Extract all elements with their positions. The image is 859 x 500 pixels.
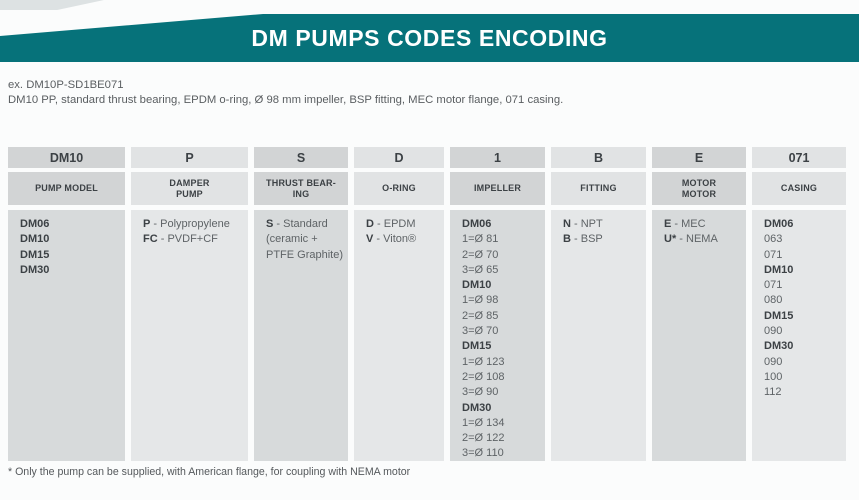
example-description: DM10 PP, standard thrust bearing, EPDM o… [8,94,564,106]
body-line: D - EPDM [366,218,416,230]
body-line: U* - NEMA [664,233,718,246]
body-cell: DM06 063 071 DM10 071 080 DM15 090 DM30 090 100 112 [752,210,846,461]
code-cell: S [254,147,348,168]
body-line: 2=Ø 122 [462,432,505,445]
body-cell: N - NPT B - BSP [551,210,646,461]
body-line: S - Standard [266,218,328,230]
body-line: DM15 [764,309,794,322]
category-row: PUMP MODEL DAMPER PUMP THRUST BEAR- ING O-R… [0,172,846,205]
body-cell: DM06 DM10 DM15 DM30 [8,210,125,461]
body-line: P - Polypropylene [143,218,230,230]
body-cell: DM06 1=Ø 81 2=Ø 70 3=Ø 65 DM10 1=Ø 98 2=Ø 85 3=… [450,210,545,461]
body-line: 1=Ø 134 [462,416,505,429]
category-cell: PUMP MODEL [8,172,125,205]
category-cell: CASING [752,172,846,205]
body-line: 3=Ø 110 [462,447,504,460]
body-line: 080 [764,294,783,307]
category-cell: DAMPER PUMP [131,172,248,205]
body-line: 1=Ø 81 [462,233,499,246]
body-row: DM06 DM10 DM15 DM30 P - Polypropylene FC - PV… [0,210,846,461]
example-code-line: ex. DM10P-SD1BE071 [8,79,124,91]
code-cell: D [354,147,444,168]
category-cell: MOTOR MOTOR [652,172,746,205]
body-line: FC - PVDF+CF [143,233,218,246]
body-line: DM15 [20,248,50,261]
body-line: DM30 [20,263,50,276]
body-line: V - Viton® [366,233,417,246]
body-line: DM10 [20,233,50,246]
category-cell: O-RING [354,172,444,205]
category-cell: FITTING [551,172,646,205]
body-line: 3=Ø 70 [462,325,499,338]
body-line: DM10 [764,263,794,276]
body-line: 3=Ø 90 [462,386,499,399]
body-line: DM10 [462,279,492,292]
body-cell: P - Polypropylene FC - PVDF+CF [131,210,248,461]
body-line: N - NPT [563,218,603,230]
body-line: 071 [764,279,783,292]
code-cell: P [131,147,248,168]
body-line: B - BSP [563,233,603,246]
body-line: 071 [764,248,783,261]
body-line: 1=Ø 123 [462,355,505,368]
body-cell: D - EPDM V - Viton® [354,210,444,461]
code-cell: B [551,147,646,168]
body-line: DM30 [764,340,794,353]
body-line: 2=Ø 70 [462,248,499,261]
code-row: DM10 P S D 1 B E 071 [0,147,846,168]
body-line: PTFE Graphite) [266,248,344,261]
body-line: 063 [764,233,783,246]
body-line: 3=Ø 65 [462,263,499,276]
body-line: 090 [764,325,783,338]
body-line: DM15 [462,340,492,353]
category-cell: IMPELLER [450,172,545,205]
body-line: 1=Ø 98 [462,294,499,307]
corner-gray-sliver-decoration [0,0,104,10]
body-line: 112 [764,386,782,399]
body-line: 090 [764,355,783,368]
body-line: (ceramic + [266,233,318,246]
body-line: 2=Ø 85 [462,309,499,322]
code-cell: 1 [450,147,545,168]
code-cell: DM10 [8,147,125,168]
category-cell: THRUST BEAR- ING [254,172,348,205]
body-line: 100 [764,370,783,383]
body-cell: S - Standard (ceramic + PTFE Graphite) [254,210,348,461]
body-line: DM06 [462,218,492,230]
body-line: DM06 [764,218,794,230]
body-line: 2=Ø 108 [462,370,505,383]
body-line: DM06 [20,218,50,230]
code-cell: 071 [752,147,846,168]
footnote: * Only the pump can be supplied, with Am… [8,466,411,478]
code-cell: E [652,147,746,168]
example-block: ex. DM10P-SD1BE071 DM10 PP, standard thr… [8,78,848,108]
body-cell: E - MEC U* - NEMA [652,210,746,461]
body-line: DM30 [462,401,492,414]
body-line: E - MEC [664,218,706,230]
page-title: DM PUMPS CODES ENCODING [251,24,608,51]
